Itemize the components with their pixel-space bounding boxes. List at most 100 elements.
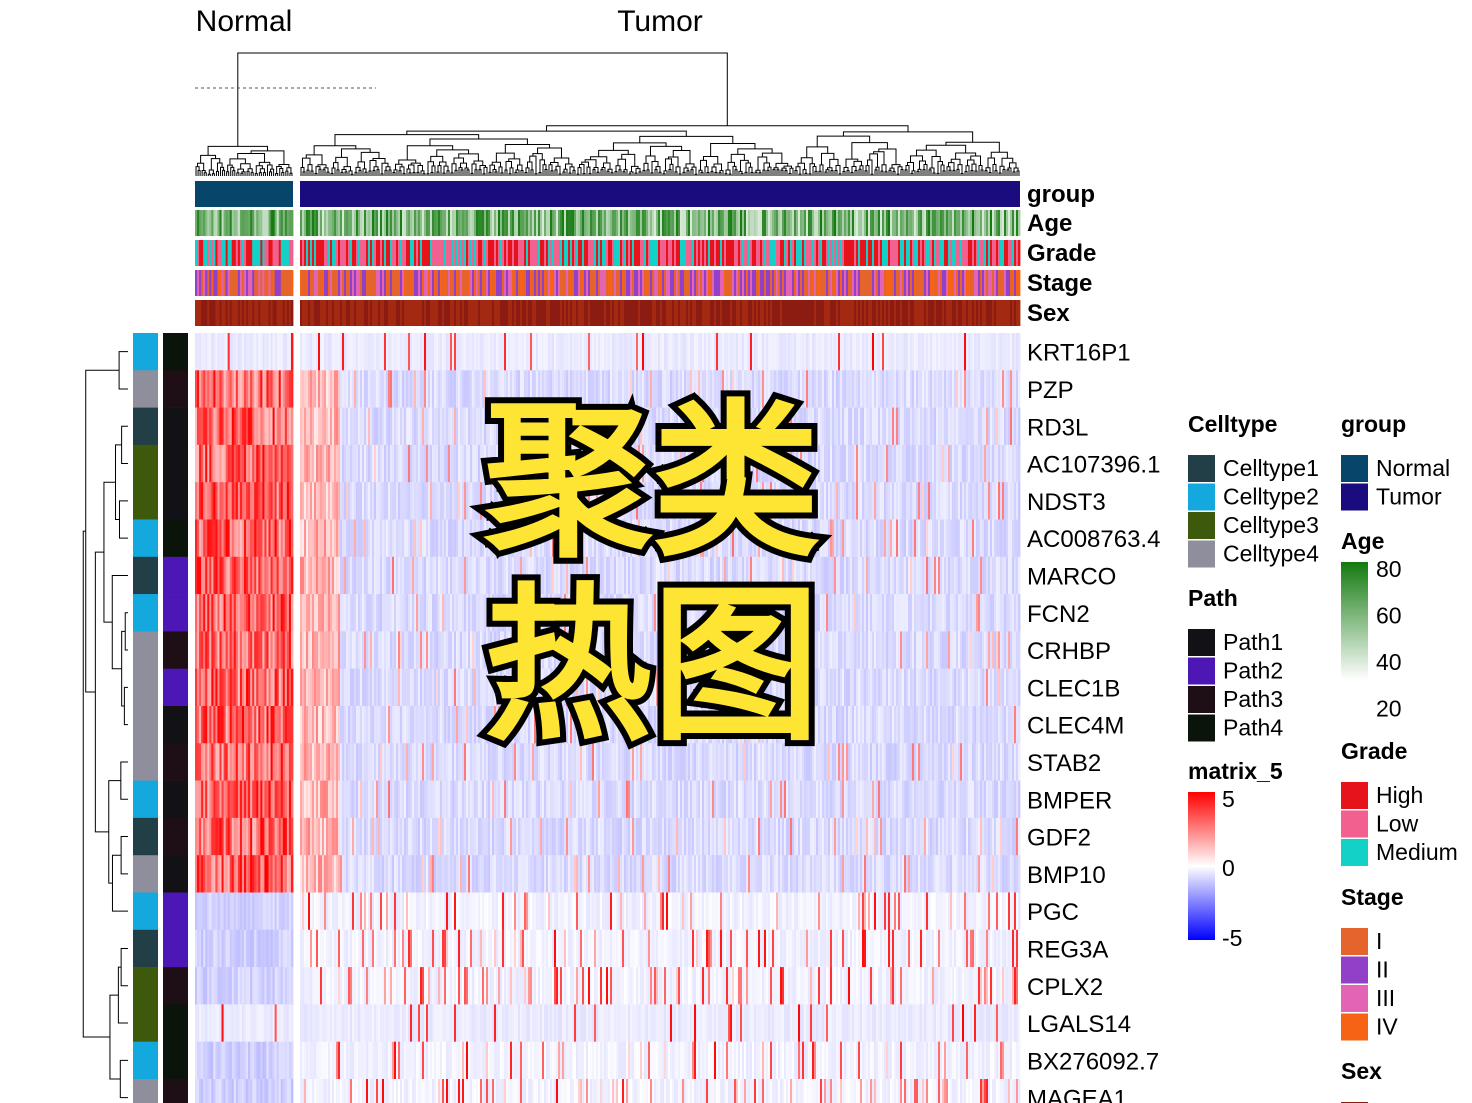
heat-cell	[620, 444, 623, 483]
heat-cell	[950, 333, 953, 371]
heat-cell	[280, 482, 284, 520]
heat-cell	[494, 556, 497, 595]
col-dendro-tumor-branch	[450, 172, 454, 176]
heat-cell	[504, 333, 507, 371]
heat-cell	[466, 482, 469, 520]
heat-cell	[804, 333, 807, 371]
heat-cell	[207, 333, 210, 371]
anno-age-cell	[726, 210, 729, 236]
heat-cell	[838, 370, 841, 408]
heat-cell	[706, 556, 709, 595]
heat-cell	[932, 407, 935, 446]
heat-cell	[223, 556, 227, 595]
anno-grade-cell	[382, 240, 385, 266]
anno-stage-cell	[766, 270, 769, 296]
heat-cell	[408, 519, 411, 558]
anno-age-cell	[424, 210, 427, 236]
heat-cell	[344, 556, 347, 595]
heat-cell	[826, 519, 829, 558]
heat-cell	[912, 482, 915, 520]
anno-stage-cell	[1014, 270, 1017, 296]
heat-cell	[966, 333, 969, 371]
heat-cell	[936, 370, 939, 408]
heat-cell	[440, 519, 443, 558]
anno-stage-cell	[620, 270, 623, 296]
heat-cell	[716, 519, 719, 558]
anno-grade-cell	[978, 240, 981, 266]
anno-grade-cell	[950, 240, 953, 266]
col-dendro-tumor-branch	[534, 173, 538, 176]
anno-stage-cell	[326, 270, 329, 296]
heat-cell	[382, 407, 385, 446]
heat-cell	[448, 333, 451, 371]
heat-cell	[350, 407, 353, 446]
heat-cell	[544, 444, 547, 483]
heat-cell	[219, 370, 222, 408]
anno-stage-cell	[728, 270, 731, 296]
heat-cell	[590, 333, 593, 371]
heat-cell	[270, 444, 273, 483]
heat-cell	[1010, 482, 1013, 520]
anno-age-cell	[568, 210, 571, 236]
heat-cell	[434, 407, 437, 446]
heat-cell	[876, 556, 879, 595]
heat-cell	[960, 370, 963, 408]
anno-stage-cell	[217, 270, 220, 296]
heat-cell	[858, 370, 861, 408]
heat-cell	[710, 519, 713, 558]
heat-cell	[930, 556, 933, 595]
heat-cell	[688, 333, 691, 371]
heat-cell	[492, 407, 495, 446]
anno-age-cell	[824, 210, 827, 236]
celltype-cell	[133, 967, 158, 1005]
anno-age-cell	[694, 210, 697, 236]
heat-cell	[872, 333, 875, 371]
heat-cell	[472, 444, 475, 483]
anno-stage-cell	[209, 270, 212, 296]
anno-age-cell	[646, 210, 649, 236]
heat-cell	[454, 333, 457, 371]
heat-cell	[486, 482, 489, 520]
heat-cell	[310, 482, 313, 520]
heat-cell	[850, 556, 853, 595]
anno-sex-cell	[328, 300, 331, 326]
heat-cell	[201, 556, 204, 595]
heat-cell	[892, 482, 895, 520]
heat-cell	[732, 519, 735, 558]
anno-grade-cell	[430, 240, 433, 266]
heat-cell	[678, 370, 681, 408]
heat-cell	[237, 444, 241, 483]
heat-cell	[260, 519, 263, 558]
col-dendro-tumor-branch	[870, 173, 874, 176]
heat-cell	[235, 370, 239, 408]
anno-stage-cell	[524, 270, 527, 296]
anno-grade-cell	[792, 240, 795, 266]
anno-stage-cell	[800, 270, 803, 296]
anno-stage-cell	[594, 270, 597, 296]
heat-cell	[914, 333, 917, 371]
heat-cell	[384, 519, 387, 558]
heat-cell	[229, 370, 233, 408]
col-dendro-tumor-branch	[376, 169, 380, 176]
anno-grade-cell	[215, 240, 218, 266]
heat-cell	[474, 333, 477, 371]
anno-sex-cell	[514, 300, 517, 326]
anno-grade-cell	[564, 240, 567, 266]
anno-name-stage: Stage	[1027, 270, 1092, 297]
anno-grade-cell	[738, 240, 741, 266]
anno-stage-cell	[926, 270, 929, 296]
heat-cell	[424, 333, 427, 371]
heat-cell	[772, 333, 775, 371]
anno-age-cell	[340, 210, 343, 236]
anno-grade-cell	[336, 240, 339, 266]
anno-sex-cell	[860, 300, 863, 326]
heat-cell	[352, 444, 355, 483]
heat-cell	[526, 556, 529, 595]
heat-cell	[752, 370, 755, 408]
anno-age-cell	[290, 210, 294, 236]
col-dendro-tumor-branch	[904, 169, 908, 176]
heat-cell	[890, 370, 893, 408]
heat-cell	[782, 333, 785, 371]
heat-cell	[223, 333, 227, 371]
heat-cell	[838, 556, 841, 595]
